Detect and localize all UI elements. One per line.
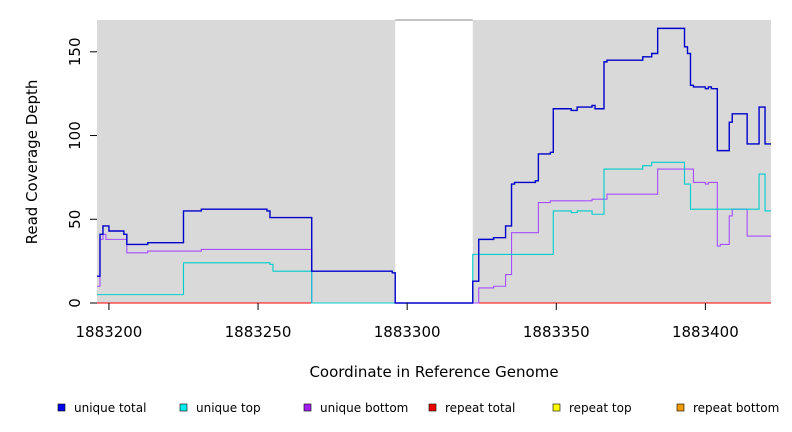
gap-region (395, 20, 473, 303)
legend-swatch-unique-top (179, 403, 188, 412)
legend-label-repeat-bottom: repeat bottom (693, 401, 779, 415)
x-tick-label: 1883200 (76, 323, 143, 341)
y-tick-label: 0 (66, 298, 84, 308)
x-tick-label: 1883350 (523, 323, 590, 341)
y-tick-label: 150 (66, 37, 84, 66)
legend-swatch-repeat-bottom (676, 403, 685, 412)
x-tick-label: 1883400 (672, 323, 739, 341)
x-tick-label: 1883250 (225, 323, 292, 341)
legend-swatch-unique-bottom (303, 403, 312, 412)
legend-label-repeat-top: repeat top (569, 401, 632, 415)
x-axis-title: Coordinate in Reference Genome (309, 363, 558, 381)
y-tick-label: 100 (66, 121, 84, 150)
series-line-unique-total (97, 27, 771, 304)
series-layer (97, 27, 771, 304)
legend-swatch-unique-total (57, 403, 66, 412)
axes-layer: 1883200 1883250 1883300 1883350 1883400 0 50 10… (66, 37, 739, 341)
legend-label-unique-bottom: unique bottom (320, 401, 408, 415)
legend-label-unique-total: unique total (74, 401, 146, 415)
x-tick-label: 1883300 (374, 323, 441, 341)
legend-swatch-repeat-top (552, 403, 561, 412)
series-line-unique-top (97, 161, 771, 304)
legend-swatch-repeat-total (428, 403, 437, 412)
y-tick-label: 50 (66, 210, 84, 229)
plot-panel (97, 19, 771, 303)
series-line-unique-bottom (97, 168, 771, 304)
legend-label-repeat-total: repeat total (445, 401, 515, 415)
legend-label-unique-top: unique top (196, 401, 261, 415)
legend: unique total unique top unique bottom repea… (57, 401, 779, 415)
y-axis-title: Read Coverage Depth (23, 80, 41, 245)
